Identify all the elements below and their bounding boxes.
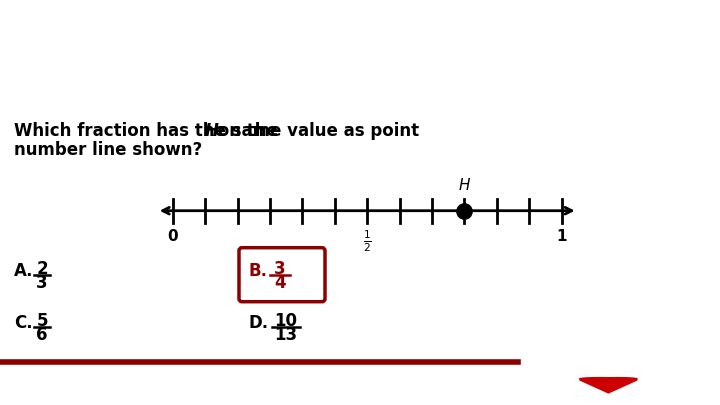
Text: 3: 3: [274, 260, 286, 278]
Text: on the: on the: [212, 122, 278, 140]
Text: $\frac{1}{2}$: $\frac{1}{2}$: [363, 229, 372, 254]
Circle shape: [580, 377, 620, 380]
Text: Which fraction has the same value as point: Which fraction has the same value as poi…: [14, 122, 425, 140]
Text: number line shown?: number line shown?: [14, 141, 202, 159]
Text: VIRGINIA: VIRGINIA: [652, 369, 685, 375]
Text: Department of Student Assessment, Accountability & ESEA Programs: Department of Student Assessment, Accoun…: [13, 369, 312, 378]
Polygon shape: [580, 380, 637, 393]
Text: Department of Learning and Innovation: Department of Learning and Innovation: [13, 388, 184, 396]
Text: 4: 4: [274, 274, 286, 292]
Text: 11: 11: [351, 376, 369, 390]
Text: 0: 0: [168, 229, 178, 244]
Text: 5: 5: [36, 312, 48, 330]
Text: D.: D.: [248, 314, 268, 332]
Text: 13: 13: [274, 326, 297, 344]
Text: A.: A.: [14, 262, 34, 280]
Text: (4.2b): (4.2b): [16, 75, 86, 95]
Text: H: H: [204, 122, 218, 140]
Text: IS FOR: IS FOR: [652, 379, 677, 386]
Text: 3: 3: [36, 274, 48, 292]
Text: 6: 6: [36, 326, 48, 344]
Text: LEARNERS: LEARNERS: [652, 391, 690, 397]
Circle shape: [597, 377, 637, 380]
Text: B.: B.: [248, 262, 267, 280]
Text: 1: 1: [557, 229, 567, 244]
Text: C.: C.: [14, 314, 32, 332]
Text: $\it{H}$: $\it{H}$: [458, 177, 471, 193]
Text: 2: 2: [36, 260, 48, 278]
FancyBboxPatch shape: [239, 248, 325, 302]
Text: 10: 10: [274, 312, 297, 330]
Text: Answer to Practice #1 with Equivalent Fractions: Answer to Practice #1 with Equivalent Fr…: [16, 24, 583, 44]
